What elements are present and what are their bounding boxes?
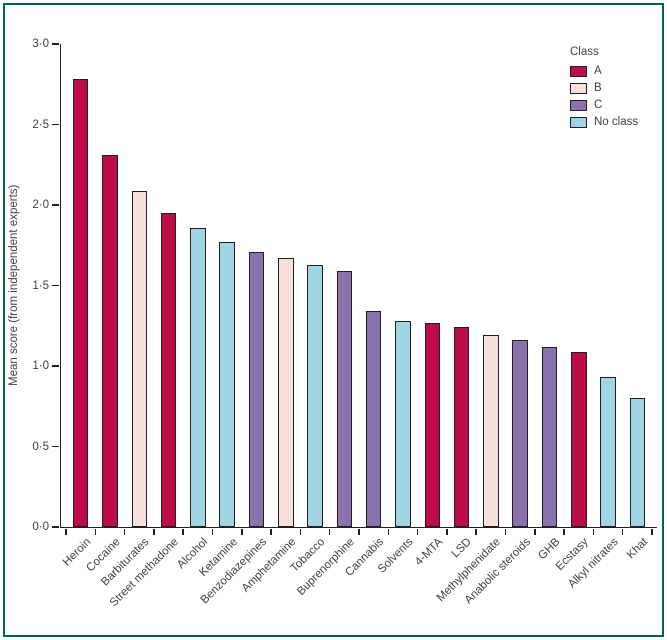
y-tick-label-1·5: 1·5 <box>32 279 49 292</box>
legend-item-b: B <box>570 82 638 94</box>
bar-alcohol <box>190 227 206 527</box>
bar-solvents <box>395 320 411 527</box>
x-tick-8 <box>299 528 302 535</box>
y-tick-0·0 <box>52 526 59 528</box>
legend-label-b: B <box>594 82 602 94</box>
bar-cannabis <box>365 311 382 527</box>
x-tick-7 <box>270 528 272 535</box>
plot-area: 0·0 0·5 1·0 1·5 2·0 2·5 3·0 Heroin Cocaine Barbit… <box>32 38 657 609</box>
bar-methylphenidate <box>483 335 499 527</box>
y-tick-1·0 <box>52 365 59 367</box>
x-tick-10 <box>358 528 360 535</box>
bar-alkyl-nitrates <box>600 377 616 527</box>
bar-khat <box>629 398 646 527</box>
bar-benzodiazepines <box>248 251 265 527</box>
x-tick-15 <box>504 528 507 535</box>
x-label-4-mta: 4-MTA <box>412 536 445 569</box>
y-tick-label-2·5: 2·5 <box>32 118 49 131</box>
legend-swatch-no-class <box>570 116 587 128</box>
x-label-khat: Khat <box>624 536 650 562</box>
bar-ecstasy <box>571 351 587 527</box>
legend-title: Class <box>570 46 599 58</box>
x-tick-4 <box>182 528 184 535</box>
y-tick-label-0·0: 0·0 <box>32 521 49 533</box>
legend-item-no-class: No class <box>570 116 638 128</box>
x-tick-17 <box>563 528 565 535</box>
legend-item-a: A <box>570 65 638 77</box>
x-tick-14 <box>475 528 477 535</box>
bar-amphetamine <box>278 258 294 527</box>
legend-label-c: C <box>594 99 603 111</box>
bar-cocaine <box>102 155 118 527</box>
x-tick-6 <box>241 528 243 535</box>
y-tick-3·0 <box>52 43 59 45</box>
y-tick-0·5 <box>52 445 59 448</box>
bar-heroin <box>72 79 89 527</box>
bar-lsd <box>453 327 470 527</box>
x-tick-12 <box>416 528 419 535</box>
bar-buprenorphine <box>336 271 353 527</box>
x-label-lsd: LSD <box>449 536 475 561</box>
y-tick-label-0·5: 0·5 <box>32 440 49 453</box>
x-tick-16 <box>534 528 536 535</box>
bar-barbiturates <box>131 190 147 527</box>
bar-tobacco <box>307 264 323 527</box>
x-tick-1 <box>94 528 97 535</box>
legend-swatch-b <box>570 82 587 94</box>
x-tick-19 <box>621 528 624 535</box>
x-tick-0 <box>65 528 67 535</box>
y-tick-label-2·0: 2·0 <box>32 199 49 211</box>
x-tick-11 <box>387 528 390 535</box>
x-tick-5 <box>211 528 214 535</box>
x-tick-13 <box>446 528 448 535</box>
x-tick-2 <box>123 528 126 535</box>
x-tick-20 <box>651 528 653 535</box>
bar-ketamine <box>219 242 235 527</box>
x-tick-9 <box>328 528 331 535</box>
y-tick-2·5 <box>52 123 59 126</box>
bar-4-mta <box>424 322 440 527</box>
legend-swatch-c <box>570 99 587 111</box>
bar-street-methadone <box>160 213 177 527</box>
legend-label-no-class: No class <box>594 116 639 128</box>
bar-ghb <box>541 346 558 527</box>
x-tick-18 <box>592 528 595 535</box>
legend-swatch-a <box>570 65 587 77</box>
x-tick-3 <box>153 528 155 535</box>
y-tick-label-3·0: 3·0 <box>32 38 49 50</box>
y-tick-label-1·0: 1·0 <box>32 360 49 372</box>
y-tick-2·0 <box>52 204 59 206</box>
legend: Class A B C No class <box>570 46 638 133</box>
bar-anabolic-steroids <box>512 340 528 527</box>
legend-rows: A B C No class <box>570 65 638 128</box>
legend-label-a: A <box>594 65 602 77</box>
y-tick-1·5 <box>52 284 59 287</box>
legend-item-c: C <box>570 99 638 111</box>
